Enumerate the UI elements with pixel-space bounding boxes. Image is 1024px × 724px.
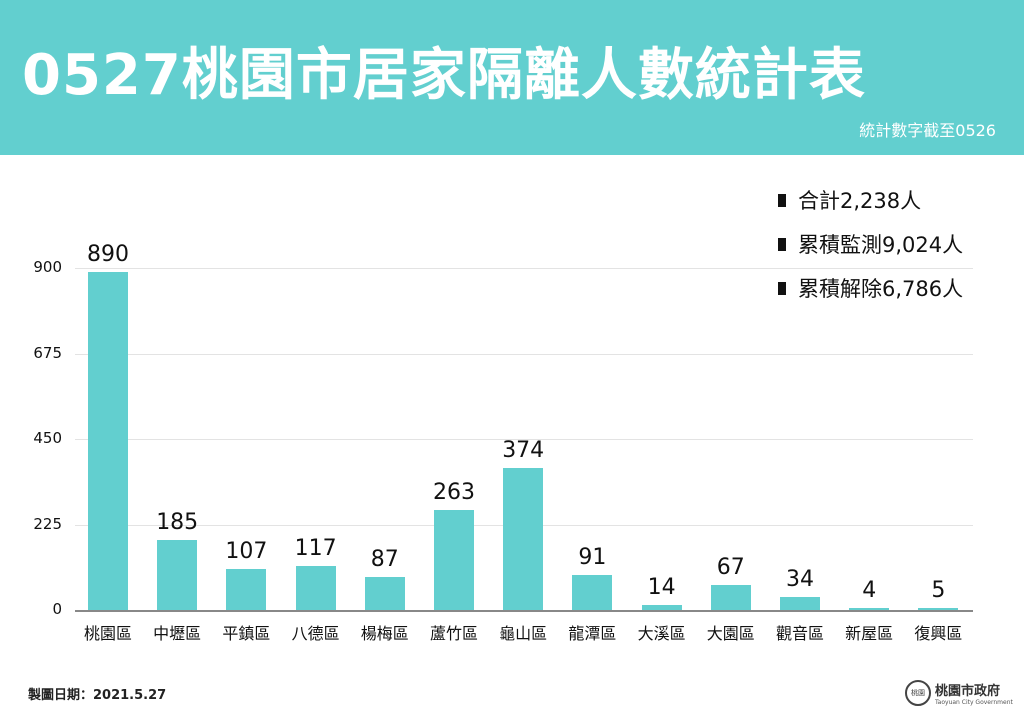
bar-value-label: 5: [931, 578, 946, 604]
bar-value-label: 14: [647, 574, 676, 600]
bar-value-label: 4: [862, 578, 877, 604]
y-tick-label: 0: [52, 600, 62, 618]
y-tick-label: 450: [33, 429, 62, 447]
gridline: [75, 353, 973, 355]
bar-chart: 0 225 450 675 900 890 桃園區 185 中壢區 107 平鎮區 117 八德區 87 楊…: [33, 241, 973, 643]
gridline: [75, 439, 973, 440]
bar-value-label: 87: [370, 546, 399, 572]
bar: [710, 584, 751, 610]
legend-total: 合計2,238人: [778, 178, 963, 222]
bar: [572, 575, 613, 610]
summary-legend: 合計2,238人 累積監測9,024人 累積解除6,786人: [778, 178, 963, 310]
page-title: 0527桃園市居家隔離人數統計表: [22, 43, 866, 108]
bar-value-label: 185: [156, 509, 199, 535]
y-tick-label: 900: [33, 258, 62, 276]
x-category-label: 大溪區: [637, 624, 686, 643]
x-category-label: 八德區: [291, 624, 340, 643]
legend-label: 合計2,238人: [798, 189, 922, 213]
bar-value-label: 107: [225, 539, 268, 565]
bar: [295, 565, 336, 610]
city-seal-icon: 桃園: [905, 680, 931, 706]
bar: [88, 271, 128, 610]
bar: [641, 604, 682, 610]
gridline: [75, 268, 973, 269]
bar: [780, 597, 820, 610]
x-category-label: 桃園區: [83, 624, 132, 643]
bar: [849, 608, 890, 610]
logo-subtitle: Taoyuan City Government: [935, 699, 1013, 706]
legend-label: 累積解除6,786人: [798, 277, 964, 301]
bar-value-label: 117: [294, 535, 337, 561]
x-axis-baseline: [75, 610, 973, 612]
bar-value-label: 263: [433, 480, 475, 506]
taoyuan-government-logo: 桃園 桃園市政府 Taoyuan City Government: [905, 680, 1013, 706]
bar: [503, 467, 544, 610]
x-category-label: 大園區: [706, 624, 755, 643]
x-category-label: 新屋區: [845, 624, 894, 643]
bar: [364, 576, 405, 610]
x-category-label: 中壢區: [153, 624, 202, 643]
x-category-label: 復興區: [914, 624, 963, 643]
x-category-label: 平鎮區: [222, 624, 271, 643]
bar-value-label: 34: [786, 567, 814, 593]
legend-label: 累積監測9,024人: [798, 233, 964, 257]
legend-cumulative-released: 累積解除6,786人: [778, 266, 963, 310]
bar: [157, 539, 198, 610]
bullet-square-icon: [778, 281, 786, 295]
bar-value-label: 67: [716, 554, 745, 580]
bar: [434, 510, 474, 610]
legend-cumulative-monitored: 累積監測9,024人: [778, 222, 963, 266]
bullet-square-icon: [778, 237, 786, 251]
chart-date: 製圖日期：2021.5.27: [28, 688, 167, 703]
x-category-label: 觀音區: [775, 624, 824, 643]
x-category-label: 楊梅區: [360, 624, 409, 643]
x-category-label: 蘆竹區: [429, 624, 478, 643]
x-category-label: 龍潭區: [568, 624, 617, 643]
x-category-label: 龜山區: [499, 624, 548, 643]
bar-value-label: 91: [578, 545, 607, 571]
bullet-square-icon: [778, 193, 786, 207]
bar-value-label: 374: [502, 437, 545, 463]
bar: [226, 569, 267, 610]
bar-value-label: 890: [87, 241, 129, 267]
header-banner: 0527桃園市居家隔離人數統計表 統計數字截至0526: [0, 0, 1024, 155]
y-tick-label: 675: [33, 343, 62, 362]
data-cutoff-note: 統計數字截至0526: [859, 121, 996, 140]
logo-title: 桃園市政府: [935, 684, 1001, 699]
bar: [918, 608, 959, 610]
y-tick-label: 225: [33, 514, 62, 533]
